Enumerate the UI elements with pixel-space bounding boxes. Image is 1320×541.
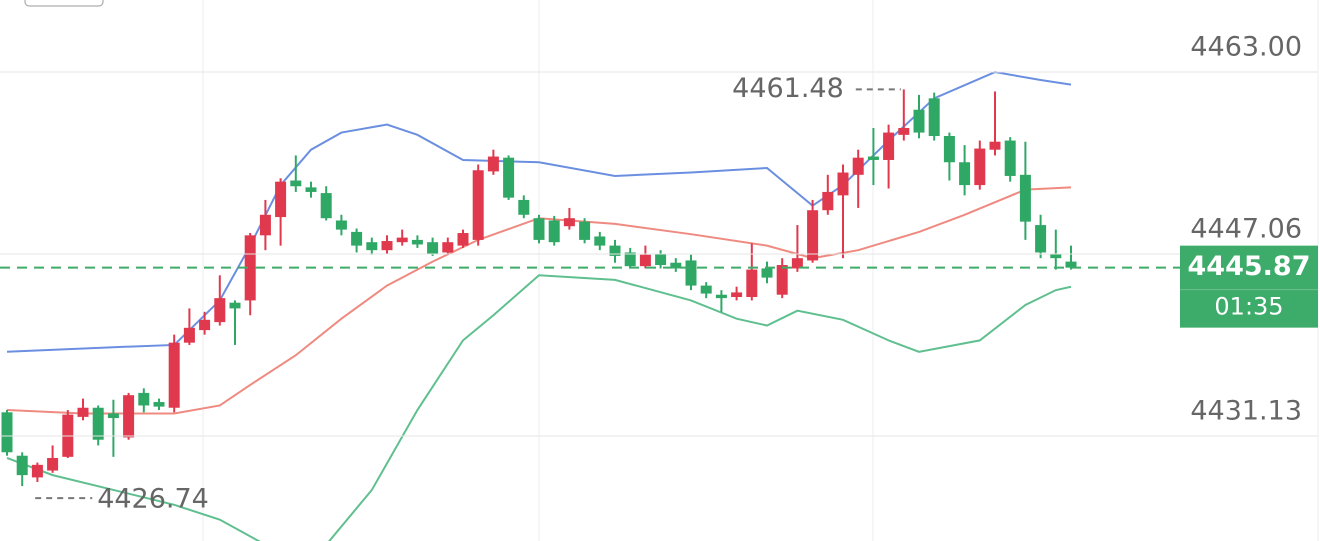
candle-body: [229, 302, 241, 309]
candle-body: [913, 109, 925, 133]
y-tick-label: 4463.00: [1190, 32, 1302, 63]
candle-body: [92, 407, 104, 440]
candle-body: [563, 218, 575, 227]
candle-body: [366, 242, 378, 251]
candle-body: [655, 253, 667, 266]
candle-body: [107, 413, 119, 419]
candle-body: [867, 156, 879, 160]
candle-body: [335, 220, 347, 230]
candle-body: [275, 181, 287, 218]
candle-body: [47, 457, 59, 471]
candle-body: [381, 241, 393, 251]
candle-body: [259, 214, 271, 236]
candle-body: [16, 455, 28, 476]
band-line: [6, 71, 1072, 353]
candle-body: [928, 98, 940, 136]
candle-body: [244, 235, 256, 301]
candle-body: [503, 157, 515, 198]
candle-body: [168, 342, 180, 408]
candle-body: [746, 269, 758, 297]
candle-body: [1004, 140, 1016, 176]
candle-body: [351, 231, 363, 246]
price-box: [1180, 245, 1318, 328]
candle-body: [624, 252, 636, 267]
candle-body: [1, 412, 13, 453]
candle-body: [609, 245, 621, 256]
candle-body: [77, 407, 89, 417]
candle-body: [883, 132, 895, 160]
candle-body: [518, 199, 530, 215]
candle-body: [123, 395, 135, 438]
candle-body: [594, 236, 606, 246]
candle-body: [153, 402, 165, 407]
candle-body: [183, 327, 195, 343]
candle-body: [1050, 253, 1062, 259]
candle-body: [639, 254, 651, 267]
candle-body: [487, 156, 499, 172]
candle-body: [579, 221, 591, 240]
candle-body: [700, 285, 712, 294]
candle-body: [290, 180, 302, 187]
candle-body: [822, 191, 834, 211]
candle-body: [305, 187, 317, 192]
candle-body: [411, 239, 423, 245]
candle-body: [685, 260, 697, 286]
candle-body: [457, 233, 469, 246]
candle-body: [442, 242, 454, 253]
candle-body: [837, 172, 849, 196]
candle-body: [943, 135, 955, 163]
candle-body: [731, 292, 743, 297]
candle-body: [320, 193, 332, 219]
candle-body: [715, 294, 727, 299]
y-tick-label: 4431.13: [1190, 395, 1302, 426]
top-box: [24, 0, 104, 7]
candle-body: [670, 262, 682, 269]
candle-body: [974, 148, 986, 186]
candle-body: [199, 319, 211, 331]
high-label: 4461.48: [732, 73, 844, 104]
countdown: 01:35: [1214, 293, 1283, 321]
candle-body: [31, 464, 43, 478]
candle-body: [776, 265, 788, 295]
candle-body: [807, 210, 819, 261]
candle-body: [548, 220, 560, 243]
y-tick-label: 4447.06: [1190, 214, 1302, 245]
candle-body: [214, 298, 226, 323]
candle-body: [1035, 225, 1047, 253]
candle-body: [959, 162, 971, 186]
candle-body: [1065, 261, 1077, 268]
candle-body: [791, 258, 803, 269]
candle-body: [761, 268, 773, 278]
band-line: [6, 186, 1072, 415]
candle-body: [138, 392, 150, 406]
candle-body: [533, 218, 545, 240]
low-label: 4426.74: [97, 484, 209, 515]
price-label: 4445.87: [1188, 251, 1311, 282]
candle-body: [1019, 174, 1031, 222]
candle-body: [472, 170, 484, 240]
candle-body: [898, 127, 910, 135]
band-line: [6, 274, 1072, 541]
candle-body: [852, 157, 864, 175]
candle-body: [396, 237, 408, 243]
candle-body: [989, 141, 1001, 150]
candle-body: [427, 242, 439, 254]
